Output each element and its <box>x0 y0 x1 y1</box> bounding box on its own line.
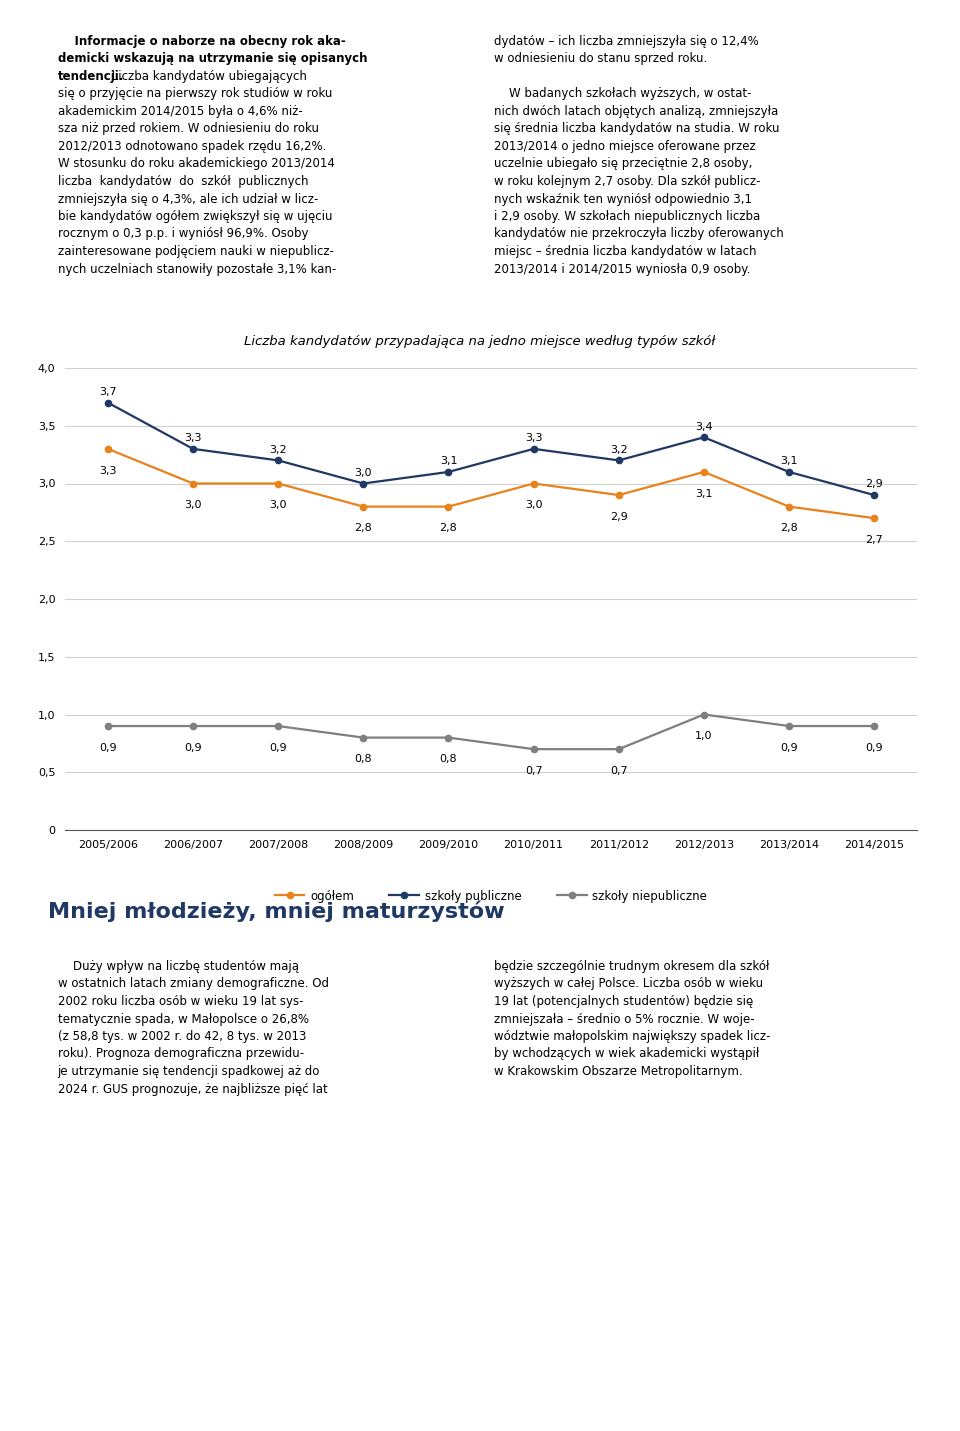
Text: liczba  kandydatów  do  szkół  publicznych: liczba kandydatów do szkół publicznych <box>58 175 308 187</box>
Text: 2012/2013 odnotowano spadek rzędu 16,2%.: 2012/2013 odnotowano spadek rzędu 16,2%. <box>58 140 326 153</box>
Text: 2,9: 2,9 <box>865 479 883 489</box>
Text: akademickim 2014/2015 była o 4,6% niż-: akademickim 2014/2015 była o 4,6% niż- <box>58 104 302 117</box>
Text: nych uczelniach stanowiły pozostałe 3,1% kan-: nych uczelniach stanowiły pozostałe 3,1%… <box>58 262 336 276</box>
Text: W badanych szkołach wyższych, w ostat-: W badanych szkołach wyższych, w ostat- <box>494 87 752 100</box>
Text: demicki wskazują na utrzymanie się opisanych: demicki wskazują na utrzymanie się opisa… <box>58 53 367 66</box>
Text: 0,9: 0,9 <box>865 743 883 753</box>
Text: 3,1: 3,1 <box>780 456 798 467</box>
Text: w odniesieniu do stanu sprzed roku.: w odniesieniu do stanu sprzed roku. <box>494 53 708 66</box>
Text: 2,8: 2,8 <box>440 524 457 534</box>
Text: 3,0: 3,0 <box>184 501 202 511</box>
Text: Liczba kandydatów ubiegających: Liczba kandydatów ubiegających <box>108 70 306 83</box>
Text: 0,8: 0,8 <box>354 754 372 764</box>
Text: w ostatnich latach zmiany demograficzne. Od: w ostatnich latach zmiany demograficzne.… <box>58 977 328 990</box>
Text: 3,0: 3,0 <box>354 468 372 478</box>
Text: 3,2: 3,2 <box>270 445 287 455</box>
Text: 3,3: 3,3 <box>525 434 542 444</box>
Text: tematycznie spada, w Małopolsce o 26,8%: tematycznie spada, w Małopolsce o 26,8% <box>58 1013 308 1026</box>
Text: będzie szczególnie trudnym okresem dla szkół: będzie szczególnie trudnym okresem dla s… <box>494 960 770 973</box>
Text: 2,8: 2,8 <box>780 524 798 534</box>
Text: Liczba kandydatów przypadająca na jedno miejsce według typów szkół: Liczba kandydatów przypadająca na jedno … <box>245 335 715 348</box>
Text: zainteresowane podjęciem nauki w niepublicz-: zainteresowane podjęciem nauki w niepubl… <box>58 245 334 258</box>
Text: W stosunku do roku akademickiego 2013/2014: W stosunku do roku akademickiego 2013/20… <box>58 157 334 170</box>
Text: miejsc – średnia liczba kandydatów w latach: miejsc – średnia liczba kandydatów w lat… <box>494 245 756 258</box>
Text: 2,9: 2,9 <box>610 512 628 522</box>
Text: je utrzymanie się tendencji spadkowej aż do: je utrzymanie się tendencji spadkowej aż… <box>58 1065 320 1078</box>
Text: 0,9: 0,9 <box>270 743 287 753</box>
Text: dydatów – ich liczba zmniejszyła się o 12,4%: dydatów – ich liczba zmniejszyła się o 1… <box>494 34 759 49</box>
Text: Mniej młodzieży, mniej maturzystów: Mniej młodzieży, mniej maturzystów <box>48 900 505 922</box>
Text: uczelnie ubiegało się przeciętnie 2,8 osoby,: uczelnie ubiegało się przeciętnie 2,8 os… <box>494 157 753 170</box>
Text: (z 58,8 tys. w 2002 r. do 42, 8 tys. w 2013: (z 58,8 tys. w 2002 r. do 42, 8 tys. w 2… <box>58 1030 306 1043</box>
Text: by wchodzących w wiek akademicki wystąpił: by wchodzących w wiek akademicki wystąpi… <box>494 1047 759 1060</box>
Text: 3,2: 3,2 <box>610 445 628 455</box>
Legend: ogółem, szkoły publiczne, szkoły niepubliczne: ogółem, szkoły publiczne, szkoły niepubl… <box>270 884 712 907</box>
Text: tendencji.: tendencji. <box>58 70 124 83</box>
Text: nych wskaźnik ten wyniósł odpowiednio 3,1: nych wskaźnik ten wyniósł odpowiednio 3,… <box>494 193 753 206</box>
Text: 3,0: 3,0 <box>525 501 542 511</box>
Text: w Krakowskim Obszarze Metropolitarnym.: w Krakowskim Obszarze Metropolitarnym. <box>494 1065 743 1078</box>
Text: 2,7: 2,7 <box>865 535 883 545</box>
Text: bie kandydatów ogółem zwiększył się w ujęciu: bie kandydatów ogółem zwiększył się w uj… <box>58 210 332 223</box>
Text: 0,9: 0,9 <box>780 743 798 753</box>
Text: 0,9: 0,9 <box>184 743 202 753</box>
Text: 3,1: 3,1 <box>440 456 457 467</box>
Text: 3,7: 3,7 <box>99 388 117 396</box>
Text: 0,9: 0,9 <box>99 743 117 753</box>
Text: Duży wpływ na liczbę studentów mają: Duży wpływ na liczbę studentów mają <box>58 960 299 973</box>
Text: 2002 roku liczba osób w wieku 19 lat sys-: 2002 roku liczba osób w wieku 19 lat sys… <box>58 995 303 1007</box>
Text: rocznym o 0,3 p.p. i wyniósł 96,9%. Osoby: rocznym o 0,3 p.p. i wyniósł 96,9%. Osob… <box>58 228 308 240</box>
Text: 0,7: 0,7 <box>525 766 542 776</box>
Text: kandydatów nie przekroczyła liczby oferowanych: kandydatów nie przekroczyła liczby ofero… <box>494 228 784 240</box>
Text: 2013/2014 o jedno miejsce oferowane przez: 2013/2014 o jedno miejsce oferowane prze… <box>494 140 756 153</box>
Text: 3,4: 3,4 <box>695 422 712 432</box>
Text: wództwie małopolskim największy spadek licz-: wództwie małopolskim największy spadek l… <box>494 1030 771 1043</box>
Text: 3,0: 3,0 <box>270 501 287 511</box>
Text: 2013/2014 i 2014/2015 wyniosła 0,9 osoby.: 2013/2014 i 2014/2015 wyniosła 0,9 osoby… <box>494 262 751 276</box>
Text: się o przyjęcie na pierwszy rok studiów w roku: się o przyjęcie na pierwszy rok studiów … <box>58 87 332 100</box>
Text: 2,8: 2,8 <box>354 524 372 534</box>
Text: zmniejszała – średnio o 5% rocznie. W woje-: zmniejszała – średnio o 5% rocznie. W wo… <box>494 1013 755 1026</box>
Text: Informacje o naborze na obecny rok aka-: Informacje o naborze na obecny rok aka- <box>58 34 346 49</box>
Text: 3,3: 3,3 <box>184 434 202 444</box>
Text: w roku kolejnym 2,7 osoby. Dla szkół publicz-: w roku kolejnym 2,7 osoby. Dla szkół pub… <box>494 175 761 187</box>
Text: 19 lat (potencjalnych studentów) będzie się: 19 lat (potencjalnych studentów) będzie … <box>494 995 754 1007</box>
Text: nich dwóch latach objętych analizą, zmniejszyła: nich dwóch latach objętych analizą, zmni… <box>494 104 779 117</box>
Text: 1,0: 1,0 <box>695 731 712 741</box>
Text: 0,8: 0,8 <box>440 754 457 764</box>
Text: i 2,9 osoby. W szkołach niepublicznych liczba: i 2,9 osoby. W szkołach niepublicznych l… <box>494 210 760 223</box>
Text: wyższych w całej Polsce. Liczba osób w wieku: wyższych w całej Polsce. Liczba osób w w… <box>494 977 763 990</box>
Text: się średnia liczba kandydatów na studia. W roku: się średnia liczba kandydatów na studia.… <box>494 123 780 136</box>
Text: sza niż przed rokiem. W odniesieniu do roku: sza niż przed rokiem. W odniesieniu do r… <box>58 123 319 136</box>
Text: 0,7: 0,7 <box>610 766 628 776</box>
Text: 3,1: 3,1 <box>695 488 712 498</box>
Text: 2024 r. GUS prognozuje, że najbliższe pięć lat: 2024 r. GUS prognozuje, że najbliższe pi… <box>58 1082 327 1096</box>
Text: zmniejszyła się o 4,3%, ale ich udział w licz-: zmniejszyła się o 4,3%, ale ich udział w… <box>58 193 318 206</box>
Text: 3,3: 3,3 <box>99 465 116 475</box>
Text: roku). Prognoza demograficzna przewidu-: roku). Prognoza demograficzna przewidu- <box>58 1047 303 1060</box>
